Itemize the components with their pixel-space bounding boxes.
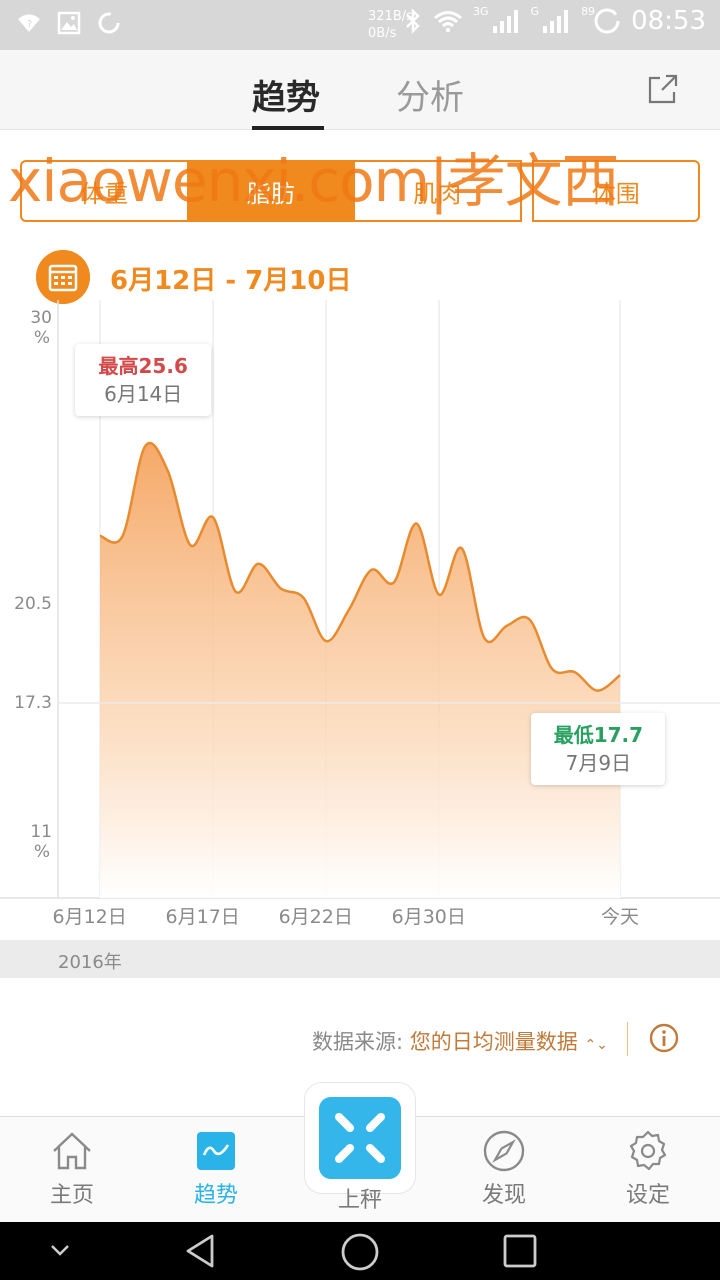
nav-trend[interactable]: 趋势 [166,1129,266,1209]
sim2-network-type: G [530,4,540,18]
x-tick-4: 今天 [601,906,640,928]
wifi-icon [434,11,462,33]
max-date: 6月14日 [104,382,183,407]
min-callout: 最低17.7 7月9日 [531,712,666,785]
wifi-alert-icon: ? [18,14,40,32]
nav-home[interactable]: 主页 [22,1129,122,1209]
y-tick-label: 30 [30,308,52,328]
scale-icon [319,1097,401,1179]
network-speed: 321B/s 0B/s [368,8,413,42]
nav-weigh-label: 上秤 [337,1188,382,1213]
data-source-arrow[interactable]: ⌃⌄ [584,1037,608,1053]
segment-muscle[interactable]: 肌肉 [355,160,522,222]
active-tab-indicator [252,126,324,130]
sync-icon [98,12,120,34]
y-tick-3: 11% [2,822,52,862]
trend-icon [197,1132,235,1170]
home-icon [53,1132,91,1170]
system-nav-bar [0,1222,720,1280]
fat-area [100,442,620,898]
watermark: xiaowenxi.com|孝文西 [8,147,620,215]
y-tick-label: 20.5 [14,594,52,614]
x-tick-1: 6月17日 [165,906,240,928]
net-up: 321B/s [368,9,413,24]
metric-selector: 体重 脂肪 肌肉 体围 [20,160,700,222]
status-bar: ? 321B/s 0B/s 3G G 89 08:53 [0,0,720,50]
signal-icon-2 [543,10,569,33]
battery-level: 89 [581,4,596,18]
x-tick-0: 6月12日 [52,906,127,928]
segment-fat[interactable]: 脂肪 [188,160,355,222]
gallery-icon [57,11,81,35]
y-tick-unit: % [33,328,50,348]
divider [627,1022,628,1056]
nav-settings-label: 设定 [625,1183,670,1208]
back-icon[interactable] [182,1232,218,1270]
fat-series-line [99,441,621,692]
y-tick-2: 17.3 [2,693,52,713]
max-callout: 最高25.6 6月14日 [75,344,212,417]
date-range[interactable]: 6月12日 - 7月10日 [110,266,352,296]
body-fat-chart [0,300,720,899]
signal-icon [492,10,518,33]
battery-icon [594,8,620,34]
top-tab-bar: 趋势 分析 [0,50,720,130]
svg-text:?: ? [27,19,32,30]
nav-home-label: 主页 [49,1183,94,1208]
sim1-network-type: 3G [473,4,489,18]
chevron-down-icon[interactable] [48,1240,72,1260]
y-tick-unit: % [33,842,50,862]
data-source[interactable]: 数据来源: 您的日均测量数据 ⌃⌄ [312,1026,608,1056]
weigh-button[interactable] [304,1082,416,1194]
bluetooth-icon [406,8,420,34]
y-tick-1: 20.5 [2,594,52,614]
home-circle-icon[interactable] [340,1232,380,1272]
segment-weight[interactable]: 体重 [20,160,189,222]
segment-girth[interactable]: 体围 [531,160,700,222]
clock: 08:53 [631,6,706,36]
nav-discover[interactable]: 发现 [454,1129,554,1209]
year-label: 2016年 [58,952,122,973]
y-tick-label: 11 [30,822,52,842]
x-tick-2: 6月22日 [278,906,353,928]
share-icon[interactable] [646,72,680,106]
net-down: 0B/s [368,26,397,41]
year-bar: 2016年 [0,940,720,978]
data-source-prefix: 数据来源: [312,1030,404,1054]
nav-trend-label: 趋势 [193,1183,238,1208]
tab-trend[interactable]: 趋势 [252,78,320,118]
y-tick-label: 17.3 [14,693,52,714]
data-source-value[interactable]: 您的日均测量数据 [409,1030,578,1054]
min-date: 7月9日 [565,750,632,775]
recents-icon[interactable] [502,1232,538,1270]
min-label: 最低17.7 [553,722,644,747]
max-label: 最高25.6 [98,354,188,379]
calendar-icon[interactable] [36,250,90,304]
y-tick-0: 30% [2,308,52,348]
tab-analysis[interactable]: 分析 [396,78,464,118]
info-icon[interactable] [648,1022,680,1054]
gear-icon [629,1130,667,1171]
nav-discover-label: 发现 [481,1183,526,1208]
compass-icon [483,1130,525,1172]
x-tick-3: 6月30日 [391,906,466,928]
nav-settings[interactable]: 设定 [598,1129,698,1209]
